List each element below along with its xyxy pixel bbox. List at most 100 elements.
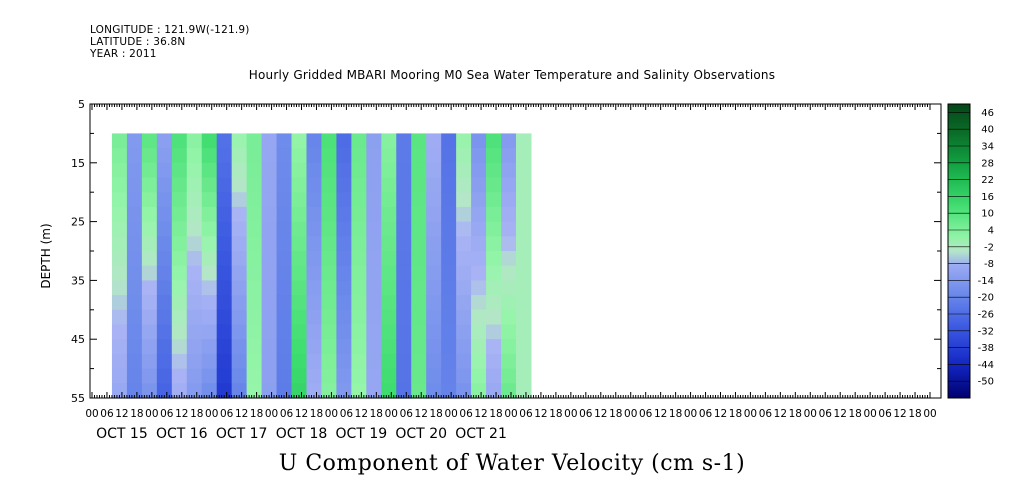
heatmap-cell: [486, 177, 502, 193]
heatmap-cell: [441, 206, 457, 223]
heatmap-cell: [216, 368, 233, 384]
heatmap-cell: [216, 265, 233, 281]
heatmap-cell: [231, 280, 248, 296]
heatmap-cell: [171, 324, 188, 340]
heatmap-cell: [411, 192, 427, 208]
heatmap-cell: [336, 192, 352, 208]
heatmap-cell: [381, 353, 397, 370]
heatmap-cell: [381, 236, 397, 252]
heatmap-cell: [396, 383, 412, 399]
heatmap-cell: [246, 133, 263, 149]
heatmap-cell: [441, 324, 457, 340]
heatmap-cell: [171, 265, 188, 281]
heatmap-cell: [171, 192, 188, 208]
x-tick-label: 00: [804, 408, 817, 420]
heatmap-cell: [276, 339, 293, 355]
heatmap-cell: [321, 133, 338, 149]
x-tick-label: 18: [370, 408, 383, 420]
x-tick-label: 00: [85, 408, 98, 420]
heatmap-cell: [381, 265, 397, 281]
heatmap-cell: [441, 383, 457, 399]
heatmap-cell: [291, 206, 308, 223]
heatmap-cell: [411, 162, 427, 179]
heatmap-cell: [396, 192, 412, 208]
heatmap-cell: [501, 265, 517, 281]
heatmap-cell: [246, 353, 263, 370]
heatmap-cell: [411, 206, 427, 223]
heatmap-cell: [111, 383, 128, 399]
x-tick-label: 00: [504, 408, 517, 420]
heatmap-cell: [471, 309, 487, 326]
x-tick-label: 12: [115, 408, 128, 420]
heatmap-cell: [186, 383, 203, 399]
heatmap-cell: [261, 339, 278, 355]
heatmap-cell: [426, 353, 442, 370]
heatmap-cell: [141, 383, 158, 399]
heatmap-cell: [321, 368, 338, 384]
heatmap-cell: [501, 206, 517, 223]
heatmap-cell: [201, 206, 218, 223]
heatmap-cell: [486, 162, 502, 179]
heatmap-cell: [141, 192, 158, 208]
heatmap-cell: [276, 324, 293, 340]
heatmap-cell: [126, 236, 143, 252]
heatmap-cell: [231, 324, 248, 340]
heatmap-cell: [246, 221, 263, 237]
heatmap-cell: [141, 295, 158, 311]
heatmap-cell: [501, 368, 517, 384]
heatmap-cell: [231, 221, 248, 237]
colorbar: 46 40 34 28 22 16 10 4 -2 -8 -14 -20 -26 -32 -38 -44 -50: [947, 103, 994, 399]
heatmap-cell: [276, 133, 293, 149]
heatmap-cell: [141, 368, 158, 384]
heatmap-cell: [426, 192, 442, 208]
heatmap-cell: [186, 221, 203, 237]
heatmap-cell: [291, 133, 308, 149]
heatmap-cell: [321, 339, 338, 355]
heatmap-cell: [396, 280, 412, 296]
heatmap-cell: [141, 221, 158, 237]
heatmap-cell: [186, 368, 203, 384]
heatmap-cell: [456, 162, 472, 179]
heatmap-cell: [141, 148, 158, 164]
heatmap-cell: [336, 324, 352, 340]
heatmap-cell: [276, 383, 293, 399]
x-day-label: OCT 20: [395, 426, 447, 442]
heatmap-cell: [321, 280, 338, 296]
heatmap-cell: [156, 177, 173, 193]
heatmap-cell: [141, 162, 158, 179]
heatmap-cell: [306, 295, 323, 311]
heatmap-cell: [486, 148, 502, 164]
heatmap-cell: [426, 206, 442, 223]
heatmap-cell: [501, 339, 517, 355]
heatmap-cell: [246, 309, 263, 326]
heatmap-cell: [111, 353, 128, 370]
heatmap-cell: [411, 221, 427, 237]
heatmap-cell: [261, 265, 278, 281]
x-tick-label: 12: [295, 408, 308, 420]
heatmap-cell: [156, 162, 173, 179]
colorbar-label: -44: [978, 360, 994, 371]
x-tick-label: 12: [534, 408, 547, 420]
heatmap-cell: [291, 192, 308, 208]
heatmap-cell: [321, 221, 338, 237]
heatmap-cell: [441, 339, 457, 355]
heatmap-cell: [396, 148, 412, 164]
heatmap-cell: [515, 133, 532, 149]
colorbar-label: 46: [981, 108, 994, 119]
heatmap-cell: [456, 133, 472, 149]
heatmap-cell: [351, 251, 367, 267]
heatmap-cell: [291, 236, 308, 252]
year-label: YEAR : 2011: [90, 48, 157, 60]
colorbar-label: 28: [981, 158, 994, 169]
heatmap-cell: [216, 324, 233, 340]
heatmap-cell: [471, 162, 487, 179]
heatmap-cell: [111, 162, 128, 179]
heatmap-cell: [396, 324, 412, 340]
heatmap-cell: [471, 295, 487, 311]
heatmap-cell: [126, 251, 143, 267]
heatmap-cell: [515, 177, 532, 193]
heatmap-cell: [246, 148, 263, 164]
heatmap-cell: [291, 251, 308, 267]
heatmap-cell: [351, 221, 367, 237]
